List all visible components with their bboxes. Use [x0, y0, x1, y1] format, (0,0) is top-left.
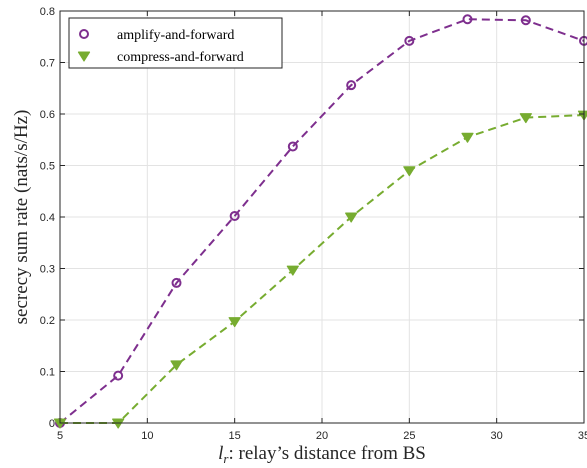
data-point-amplify-and-forward: [520, 15, 531, 26]
data-point-amplify-and-forward: [462, 14, 473, 25]
y-tick-label: 0.3: [40, 264, 55, 276]
x-axis-label-symbol: l: [218, 443, 223, 464]
legend-marker-compress-and-forward: [77, 51, 91, 62]
data-point-compress-and-forward: [403, 166, 416, 177]
legend-label-compress-and-forward: compress-and-forward: [117, 50, 244, 65]
x-axis-label-text: : relay’s distance from BS: [228, 443, 425, 464]
series-layer: [53, 14, 587, 429]
grid: [59, 10, 585, 424]
legend-marker-amplify-and-forward: [79, 29, 89, 39]
data-point-amplify-and-forward: [229, 210, 240, 221]
y-tick-label: 0.2: [40, 315, 55, 327]
x-tick-label: 20: [316, 430, 328, 442]
y-tick-label: 0.5: [40, 161, 55, 173]
y-tick-label: 0.4: [40, 212, 55, 224]
data-point-amplify-and-forward: [287, 141, 298, 152]
y-tick-label: 0.1: [40, 367, 55, 379]
legend: amplify-and-forward compress-and-forward: [68, 17, 283, 69]
x-tick-label: 15: [229, 430, 241, 442]
x-tick-label: 10: [141, 430, 153, 442]
x-axis-label-subscript: r: [223, 451, 229, 466]
legend-label-amplify-and-forward: amplify-and-forward: [117, 28, 234, 43]
legend-markers: [77, 29, 91, 62]
x-tick-label: 5: [57, 430, 63, 442]
x-tick-label: 25: [403, 430, 415, 442]
axis-ticks: 5 10 15 20 25 30 35 0 0.1 0.2 0.3 0.4 0.5 0.6 0.7 0.8: [40, 6, 587, 442]
y-tick-label: 0.8: [40, 6, 55, 18]
x-tick-label: 30: [491, 430, 503, 442]
data-point-compress-and-forward: [519, 113, 532, 124]
y-axis-label: secrecy sum rate (nats/s/Hz): [11, 110, 32, 325]
y-tick-label: 0.7: [40, 58, 55, 70]
data-point-amplify-and-forward: [404, 35, 415, 46]
y-tick-label: 0: [49, 418, 55, 430]
data-point-amplify-and-forward: [346, 80, 357, 91]
series-line-amplify-and-forward: [59, 18, 585, 424]
x-tick-label: 35: [578, 430, 587, 442]
data-point-compress-and-forward: [170, 360, 183, 371]
data-point-compress-and-forward: [228, 317, 241, 328]
data-point-amplify-and-forward: [171, 277, 182, 288]
data-point-compress-and-forward: [112, 418, 125, 429]
legend-box: [68, 17, 283, 69]
data-point-compress-and-forward: [461, 132, 474, 143]
series-line-compress-and-forward: [60, 114, 585, 424]
data-point-compress-and-forward: [286, 265, 299, 276]
y-tick-label: 0.6: [40, 109, 55, 121]
data-point-amplify-and-forward: [113, 370, 124, 381]
data-point-compress-and-forward: [345, 212, 358, 223]
x-axis-label: lr: relay’s distance from BS: [218, 443, 426, 466]
